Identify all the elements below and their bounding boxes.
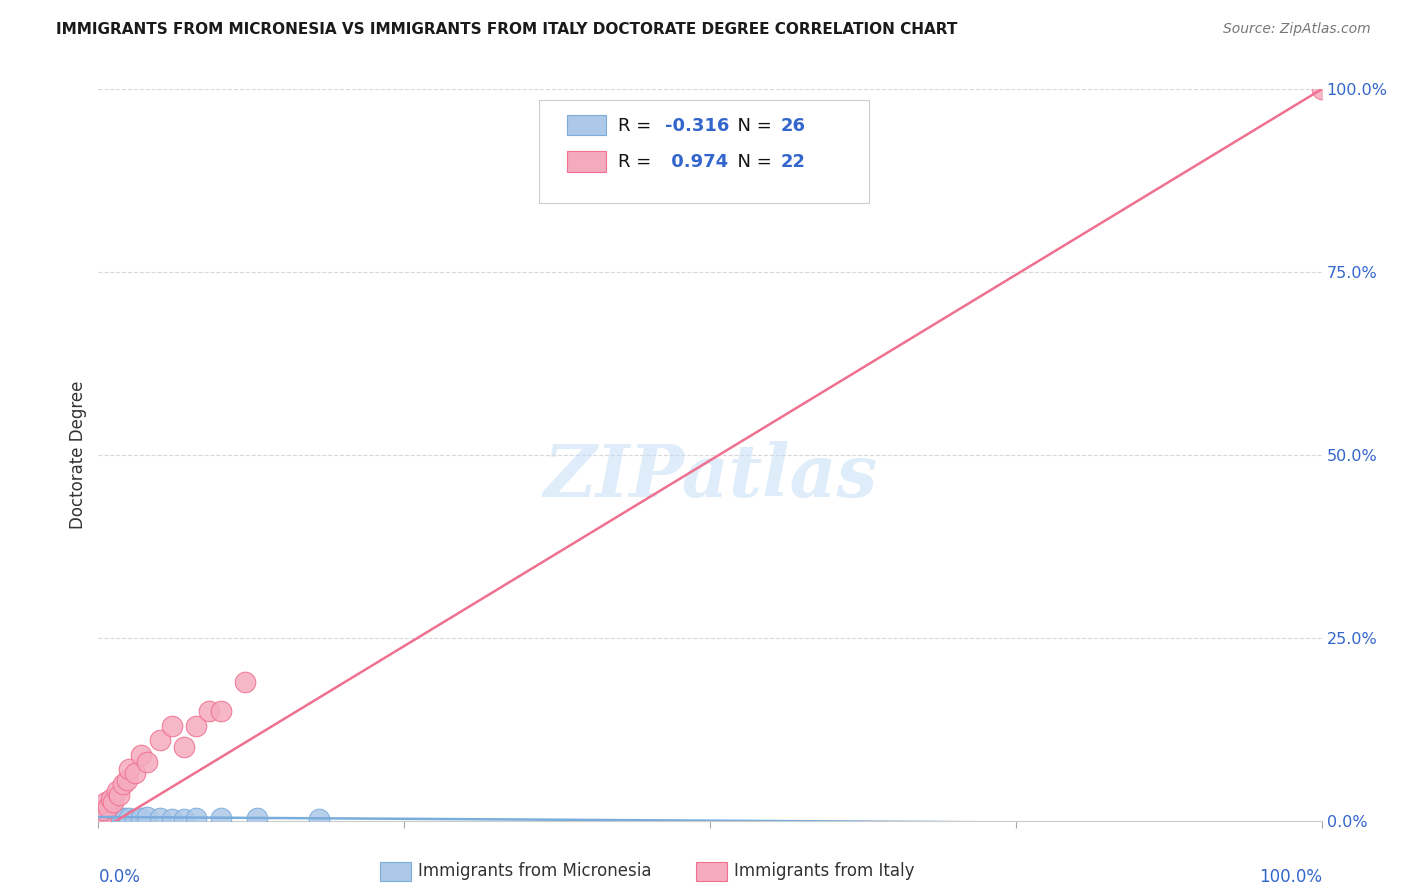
Point	[90, 811, 112, 825]
Point	[149, 812, 172, 826]
Text: ZIPatlas: ZIPatlas	[543, 442, 877, 512]
Point	[107, 810, 129, 824]
Text: 26: 26	[780, 117, 806, 135]
Point	[97, 800, 120, 814]
Point	[101, 810, 124, 824]
Point	[100, 811, 122, 825]
Text: IMMIGRANTS FROM MICRONESIA VS IMMIGRANTS FROM ITALY DOCTORATE DEGREE CORRELATION: IMMIGRANTS FROM MICRONESIA VS IMMIGRANTS…	[56, 22, 957, 37]
Point	[91, 803, 114, 817]
FancyBboxPatch shape	[538, 100, 869, 202]
Y-axis label: Doctorate Degree: Doctorate Degree	[69, 381, 87, 529]
Point	[101, 796, 124, 810]
Point	[101, 812, 124, 826]
Text: Immigrants from Micronesia: Immigrants from Micronesia	[418, 863, 651, 880]
Point	[97, 812, 120, 826]
Point	[246, 812, 269, 826]
Text: N =: N =	[725, 153, 778, 171]
Text: R =: R =	[619, 117, 657, 135]
Text: 22: 22	[780, 153, 806, 171]
Point	[186, 812, 208, 826]
Point	[124, 812, 146, 826]
Point	[308, 812, 330, 826]
Text: Immigrants from Italy: Immigrants from Italy	[734, 863, 914, 880]
Text: R =: R =	[619, 153, 657, 171]
Point	[129, 747, 152, 762]
Point	[136, 810, 159, 824]
Point	[100, 791, 122, 805]
Point	[115, 773, 138, 788]
Point	[160, 812, 183, 826]
Point	[105, 811, 128, 825]
Point	[110, 812, 132, 826]
Point	[111, 777, 134, 791]
Point	[209, 811, 232, 825]
Point	[136, 755, 159, 769]
Point	[129, 812, 152, 826]
Point	[186, 718, 208, 732]
Text: -0.316: -0.316	[665, 117, 730, 135]
Text: 0.974: 0.974	[665, 153, 728, 171]
Point	[111, 812, 134, 826]
FancyBboxPatch shape	[567, 115, 606, 136]
Text: 100.0%: 100.0%	[1258, 868, 1322, 886]
Point	[105, 784, 128, 798]
Point	[197, 704, 219, 718]
Point	[118, 763, 141, 777]
Point	[160, 718, 183, 732]
Point	[94, 796, 117, 810]
Point	[96, 809, 118, 823]
Point	[173, 812, 195, 826]
Point	[114, 811, 136, 825]
Point	[108, 788, 131, 802]
Text: Source: ZipAtlas.com: Source: ZipAtlas.com	[1223, 22, 1371, 37]
Point	[233, 674, 256, 689]
Point	[149, 733, 172, 747]
Text: 0.0%: 0.0%	[98, 868, 141, 886]
Text: N =: N =	[725, 117, 778, 135]
Point	[1310, 82, 1333, 96]
Point	[104, 812, 127, 826]
FancyBboxPatch shape	[567, 152, 606, 172]
Point	[124, 766, 146, 780]
Point	[93, 811, 115, 825]
Point	[91, 810, 114, 824]
Point	[209, 704, 232, 718]
Point	[90, 812, 112, 826]
Point	[94, 812, 117, 826]
Point	[118, 812, 141, 826]
Point	[173, 740, 195, 755]
